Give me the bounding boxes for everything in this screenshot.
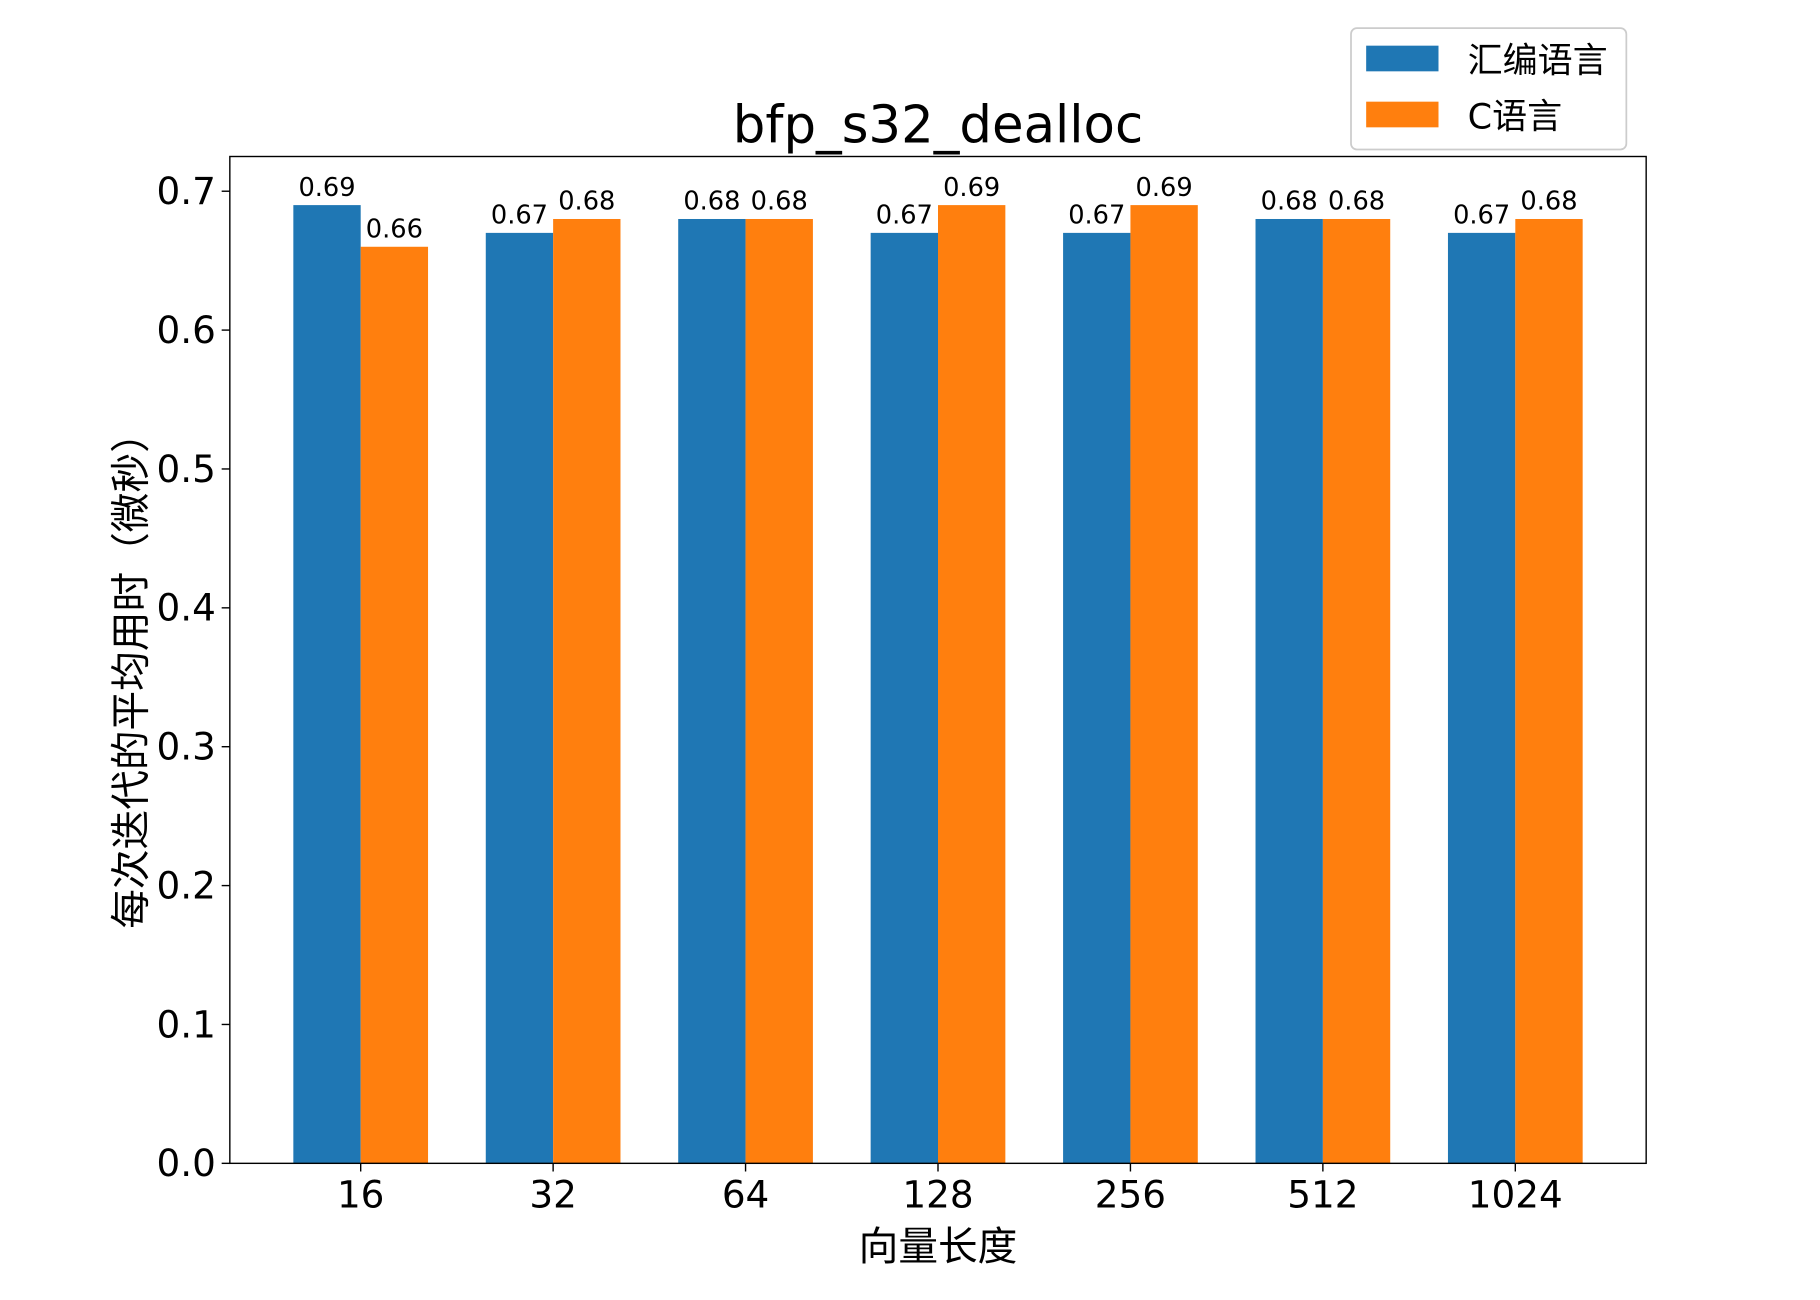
legend-label-c: C语言 — [1468, 97, 1562, 137]
bar-asm-32 — [485, 232, 554, 1164]
legend: 汇编语言 C语言 — [1350, 27, 1628, 151]
bar-asm-128 — [870, 232, 938, 1164]
chart-title: bfp_s32_dealloc — [733, 95, 1143, 155]
bar-c-32 — [553, 218, 621, 1164]
legend-swatch-asm — [1366, 45, 1439, 72]
x-tick-label: 32 — [529, 1173, 577, 1217]
bar-asm-512 — [1255, 218, 1323, 1164]
legend-label-asm: 汇编语言 — [1468, 41, 1608, 81]
data-label: 0.66 — [366, 214, 423, 244]
data-label: 0.68 — [1520, 187, 1577, 217]
y-axis-label: 每次迭代的平均用时（微秒） — [109, 413, 155, 929]
bar-c-128 — [938, 205, 1006, 1164]
data-label: 0.67 — [491, 201, 548, 231]
y-tick-label: 0.2 — [156, 863, 215, 907]
y-tick-label: 0.4 — [156, 586, 215, 630]
x-tick-label: 128 — [902, 1173, 973, 1217]
data-label: 0.67 — [876, 201, 933, 231]
bar-c-64 — [745, 218, 813, 1164]
y-tick-label: 0.7 — [156, 169, 215, 213]
bar-c-512 — [1322, 218, 1391, 1164]
y-tick-label: 0.6 — [156, 308, 215, 352]
y-tick-label: 0.1 — [156, 1002, 215, 1046]
data-label: 0.67 — [1068, 201, 1125, 231]
x-tick-label: 512 — [1287, 1173, 1358, 1217]
bar-c-1024 — [1515, 218, 1583, 1164]
bar-asm-256 — [1063, 232, 1131, 1164]
y-tick-label: 0.3 — [156, 725, 215, 769]
data-label: 0.68 — [558, 187, 615, 217]
data-label: 0.68 — [683, 187, 740, 217]
x-tick-label: 64 — [722, 1173, 770, 1217]
data-label: 0.69 — [298, 173, 355, 203]
bar-c-256 — [1130, 205, 1198, 1164]
data-label: 0.68 — [751, 187, 808, 217]
legend-swatch-c — [1366, 101, 1439, 128]
data-label: 0.69 — [1136, 173, 1193, 203]
x-tick-label: 16 — [337, 1173, 385, 1217]
y-tick-label: 0.5 — [156, 447, 215, 491]
x-tick-label: 1024 — [1468, 1173, 1563, 1217]
bar-c-16 — [360, 246, 429, 1164]
data-label: 0.68 — [1328, 187, 1385, 217]
bar-asm-64 — [678, 218, 746, 1164]
data-label: 0.67 — [1453, 201, 1510, 231]
data-label: 0.69 — [943, 173, 1000, 203]
x-tick-label: 256 — [1095, 1173, 1166, 1217]
bar-asm-16 — [293, 205, 361, 1164]
bar-asm-1024 — [1447, 232, 1516, 1164]
y-tick-label: 0.0 — [156, 1141, 215, 1185]
data-label: 0.68 — [1261, 187, 1318, 217]
x-axis-label: 向量长度 — [859, 1224, 1018, 1270]
